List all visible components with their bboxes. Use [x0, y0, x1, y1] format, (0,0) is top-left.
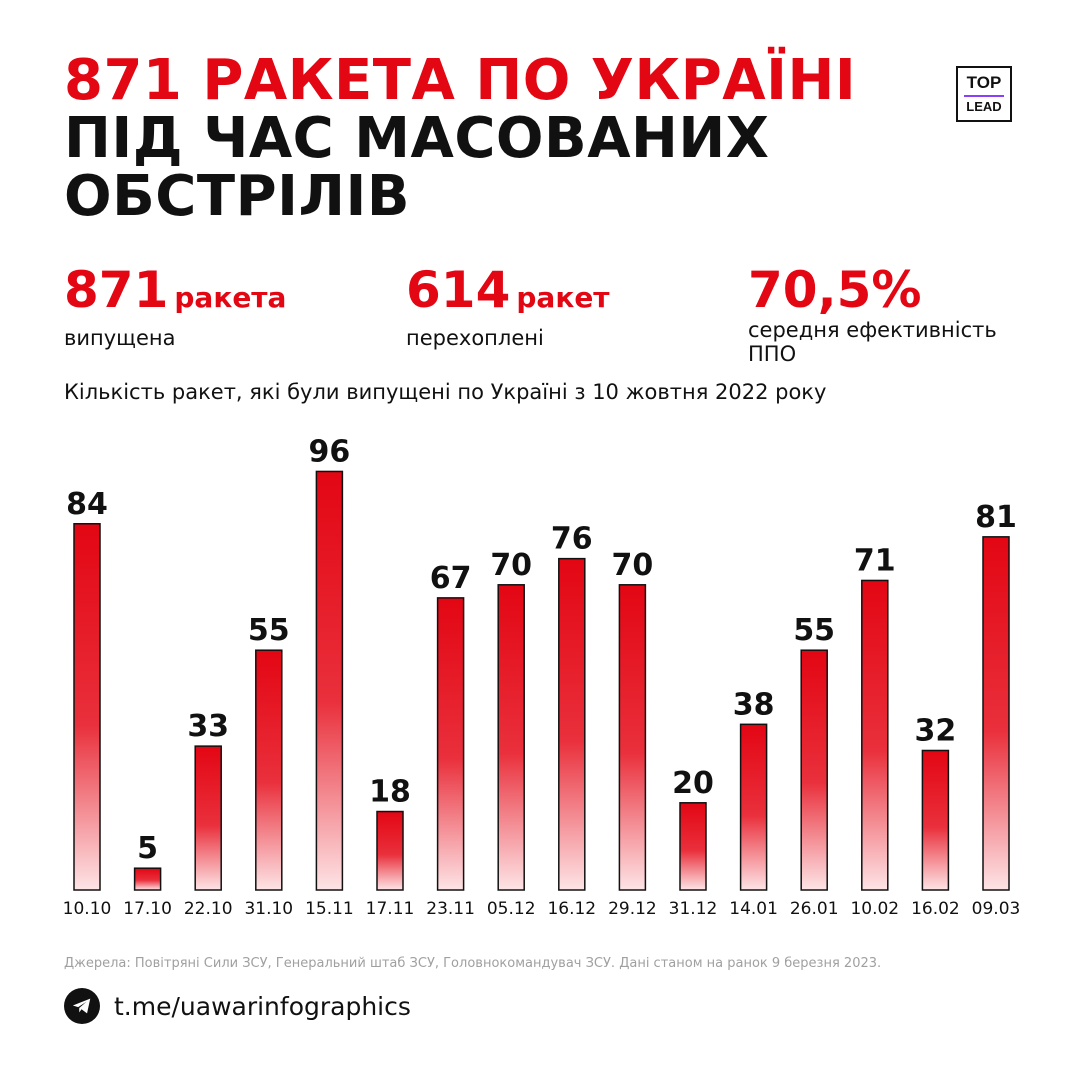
bar-16.12 — [558, 557, 586, 891]
bar-22.10 — [194, 745, 222, 891]
x-tick-label: 23.11 — [426, 899, 475, 919]
x-tick-label: 05.12 — [487, 899, 536, 919]
stat-intercepted-number: 614 — [406, 261, 511, 319]
x-tick-label: 17.11 — [366, 899, 415, 919]
x-tick-label: 10.10 — [63, 899, 112, 919]
bar-value-label: 71 — [854, 543, 896, 578]
bar-value-label: 55 — [248, 613, 290, 648]
stat-efficiency-number: 70,5% — [748, 261, 922, 319]
x-tick-label: 16.12 — [547, 899, 596, 919]
bar-26.01 — [800, 649, 828, 891]
x-tick-label: 10.02 — [850, 899, 899, 919]
page-title: 871 РАКЕТА ПО УКРАЇНІ ПІД ЧАС МАСОВАНИХ … — [64, 52, 944, 226]
bar-value-label: 38 — [733, 687, 775, 722]
bar-17.11 — [376, 810, 404, 891]
bar-chart: 84 10.10 5 17.10 33 22.10 55 31.10 96 15.11 18 17.1… — [63, 434, 1021, 919]
bar-value-label: 33 — [187, 709, 229, 744]
bar-09.03 — [982, 536, 1010, 891]
bar-value-label: 70 — [490, 548, 532, 583]
bar-15.11 — [315, 470, 344, 891]
bar-17.10 — [133, 867, 162, 891]
title-line-2: ПІД ЧАС МАСОВАНИХ — [64, 106, 770, 171]
stat-intercepted: 614 ракет перехоплені — [406, 262, 610, 350]
bar-value-label: 76 — [551, 522, 593, 557]
telegram-icon — [64, 988, 100, 1024]
bar-value-label: 96 — [309, 434, 351, 469]
chart-subtitle: Кількість ракет, які були випущені по Ук… — [64, 380, 827, 404]
stat-intercepted-desc: перехоплені — [406, 326, 544, 350]
telegram-link-row[interactable]: t.me/uawarinfographics — [64, 988, 411, 1024]
x-tick-label: 14.01 — [729, 899, 778, 919]
bar-value-label: 20 — [672, 766, 714, 801]
title-line-1: 871 РАКЕТА ПО УКРАЇНІ — [64, 48, 857, 113]
x-tick-label: 17.10 — [123, 899, 172, 919]
stat-efficiency: 70,5% середня ефективність ППО — [748, 262, 1048, 366]
bar-value-label: 84 — [66, 487, 108, 522]
x-tick-label: 22.10 — [184, 899, 233, 919]
stat-launched: 871 ракета випущена — [64, 262, 286, 350]
x-tick-label: 31.10 — [244, 899, 293, 919]
top-lead-logo: TOP LEAD — [956, 66, 1012, 122]
bar-10.10 — [73, 523, 101, 891]
bar-31.10 — [255, 649, 283, 891]
bar-14.01 — [739, 723, 768, 891]
bar-value-label: 81 — [975, 500, 1017, 535]
bar-05.12 — [497, 584, 525, 891]
logo-top-text: TOP — [966, 73, 1002, 92]
stat-launched-desc: випущена — [64, 326, 176, 350]
bar-value-label: 55 — [793, 613, 835, 648]
bar-value-label: 67 — [430, 561, 472, 596]
telegram-link[interactable]: t.me/uawarinfographics — [114, 991, 411, 1021]
bar-value-label: 32 — [915, 713, 957, 748]
bar-value-label: 18 — [369, 775, 411, 810]
x-tick-label: 31.12 — [669, 899, 718, 919]
x-tick-label: 09.03 — [972, 899, 1021, 919]
logo-bottom-text: LEAD — [966, 99, 1002, 114]
title-line-3: ОБСТРІЛІВ — [64, 164, 410, 229]
x-tick-label: 26.01 — [790, 899, 839, 919]
bar-16.02 — [921, 749, 950, 891]
bar-10.02 — [861, 579, 889, 891]
x-tick-label: 15.11 — [305, 899, 354, 919]
bar-31.12 — [679, 802, 707, 891]
stat-intercepted-unit: ракет — [516, 281, 610, 314]
stat-launched-unit: ракета — [174, 281, 287, 314]
bar-value-label: 70 — [612, 548, 654, 583]
x-tick-label: 29.12 — [608, 899, 657, 919]
logo-divider — [964, 95, 1004, 97]
stat-launched-number: 871 — [64, 261, 169, 319]
bar-23.11 — [436, 597, 465, 891]
sources-note: Джерела: Повітряні Сили ЗСУ, Генеральний… — [64, 956, 882, 971]
x-tick-label: 16.02 — [911, 899, 960, 919]
stat-efficiency-desc: середня ефективність ППО — [748, 318, 997, 366]
bar-29.12 — [618, 584, 647, 891]
bar-value-label: 5 — [137, 831, 158, 866]
